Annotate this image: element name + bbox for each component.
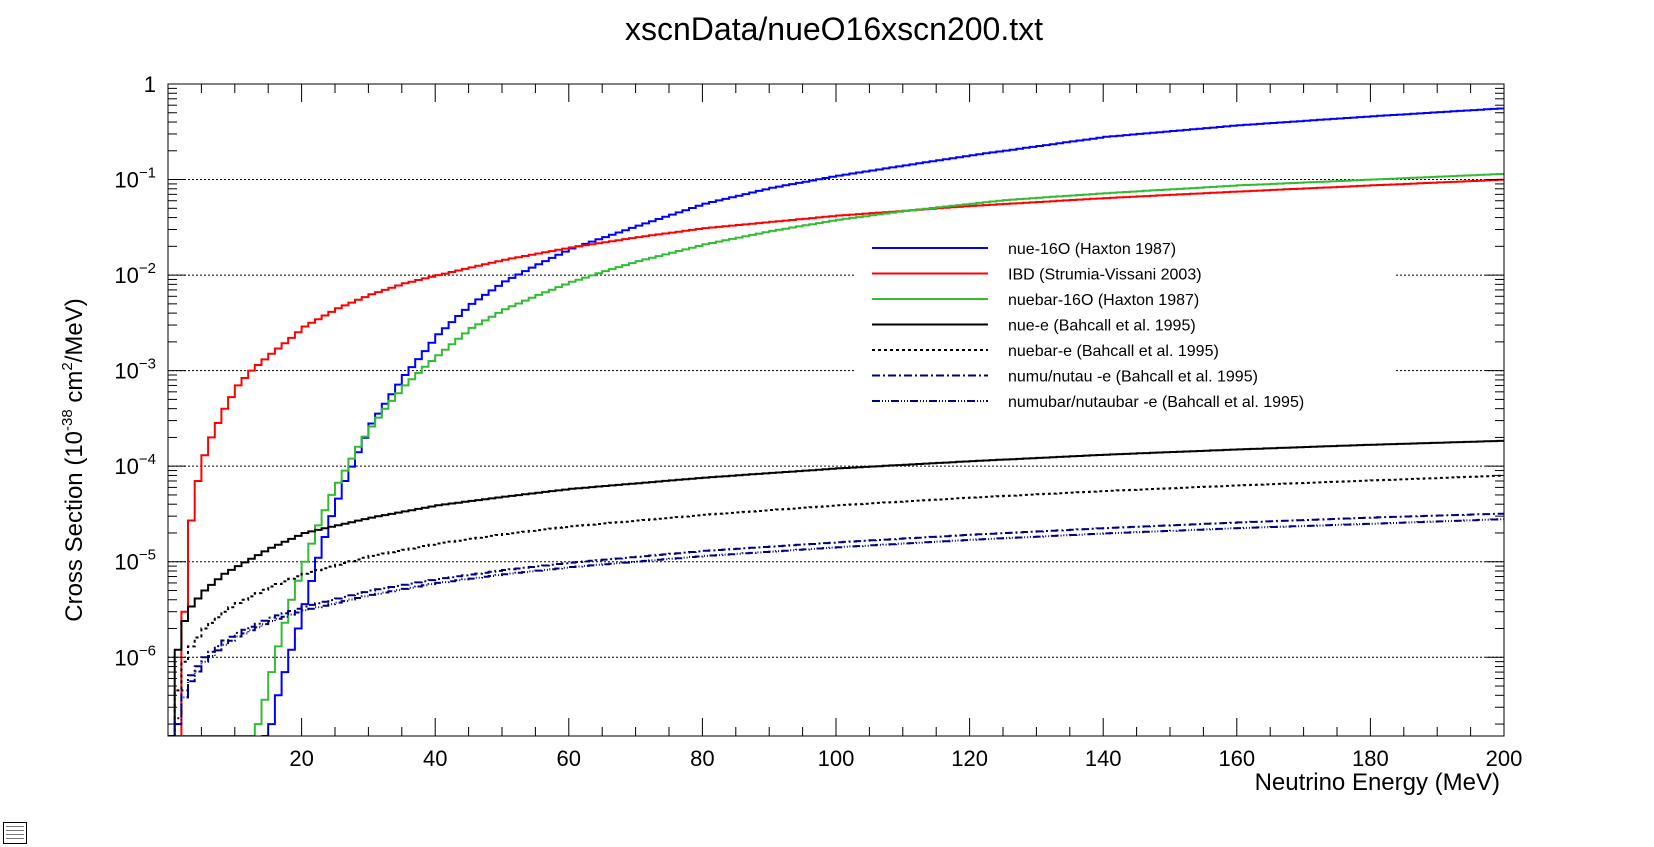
- x-tick-label-4: 100: [818, 746, 855, 771]
- series-line-4: [168, 474, 1504, 736]
- x-tick-label-3: 80: [690, 746, 714, 771]
- y-tick-exp-1: −1: [139, 165, 156, 182]
- y-tick-label-6: 10−6: [114, 642, 156, 670]
- series-line-3: [168, 439, 1504, 736]
- series-0: [261, 107, 1504, 736]
- plot-area: 20 40 60 80 100 120 140 160 180 200110−110−210−31…: [114, 72, 1522, 771]
- x-tick-label-2: 60: [557, 746, 581, 771]
- y-axis-label: Cross Section (10-38 cm2/MeV): [59, 298, 88, 621]
- stats-box-icon: [3, 822, 27, 844]
- y-tick-exp-3: −3: [139, 356, 156, 373]
- chart-title: xscnData/nueO16xscn200.txt: [625, 11, 1043, 47]
- x-tick-label-9: 200: [1486, 746, 1523, 771]
- series-line-0: [261, 107, 1504, 736]
- legend-label-5: numu/nutau -e (Bahcall et al. 1995): [1008, 369, 1258, 386]
- series-1: [180, 178, 1504, 736]
- series-6: [168, 518, 1504, 736]
- x-tick-label-8: 180: [1352, 746, 1389, 771]
- x-tick-label-6: 140: [1085, 746, 1122, 771]
- y-tick-base-2: 10: [114, 263, 138, 288]
- x-tick-label-5: 120: [951, 746, 988, 771]
- y-tick-exp-6: −6: [139, 642, 156, 659]
- y-tick-label-2: 10−2: [114, 260, 156, 288]
- x-tick-label-0: 20: [289, 746, 313, 771]
- x-axis-label: Neutrino Energy (MeV): [1255, 769, 1500, 796]
- y-axis-label-sq: 2: [59, 362, 76, 370]
- legend-label-2: nuebar-16O (Haxton 1987): [1008, 292, 1199, 309]
- y-axis-label-unit: /MeV): [61, 298, 88, 362]
- legend-label-1: IBD (Strumia-Vissani 2003): [1008, 267, 1202, 284]
- y-tick-label-4: 10−4: [114, 451, 156, 479]
- y-tick-label-5: 10−5: [114, 547, 156, 575]
- y-tick-label-0: 1: [144, 72, 156, 97]
- x-tick-label-1: 40: [423, 746, 447, 771]
- y-tick-exp-5: −5: [139, 547, 156, 564]
- series-4: [168, 474, 1504, 736]
- y-tick-label-3: 10−3: [114, 356, 156, 384]
- legend-label-4: nuebar-e (Bahcall et al. 1995): [1008, 343, 1219, 360]
- x-tick-label-7: 160: [1218, 746, 1255, 771]
- y-axis-label-main: Cross Section (10: [61, 431, 88, 622]
- legend-label-3: nue-e (Bahcall et al. 1995): [1008, 318, 1196, 335]
- y-tick-exp-4: −4: [139, 451, 156, 468]
- legend-label-6: numubar/nutaubar -e (Bahcall et al. 1995…: [1008, 394, 1304, 411]
- series-line-1: [180, 178, 1504, 736]
- series-2: [168, 173, 1504, 736]
- series-line-5: [168, 512, 1504, 736]
- y-tick-base-6: 10: [114, 645, 138, 670]
- y-axis-label-exp: -38: [59, 409, 76, 431]
- legend: nue-16O (Haxton 1987) IBD (Strumia-Vissan…: [856, 226, 1396, 416]
- series-3: [168, 439, 1504, 736]
- legend-box: [856, 226, 1396, 416]
- y-axis-label-rest: cm: [61, 371, 88, 410]
- y-tick-base-3: 10: [114, 359, 138, 384]
- y-tick-base-4: 10: [114, 454, 138, 479]
- legend-label-0: nue-16O (Haxton 1987): [1008, 241, 1176, 258]
- y-tick-base-1: 10: [114, 168, 138, 193]
- y-tick-label-1: 10−1: [114, 165, 156, 193]
- series-5: [168, 512, 1504, 736]
- y-tick-exp-2: −2: [139, 260, 156, 277]
- series-line-6: [168, 518, 1504, 736]
- series-line-2: [168, 173, 1504, 736]
- y-tick-base-5: 10: [114, 550, 138, 575]
- y-tick-base-0: 1: [144, 72, 156, 97]
